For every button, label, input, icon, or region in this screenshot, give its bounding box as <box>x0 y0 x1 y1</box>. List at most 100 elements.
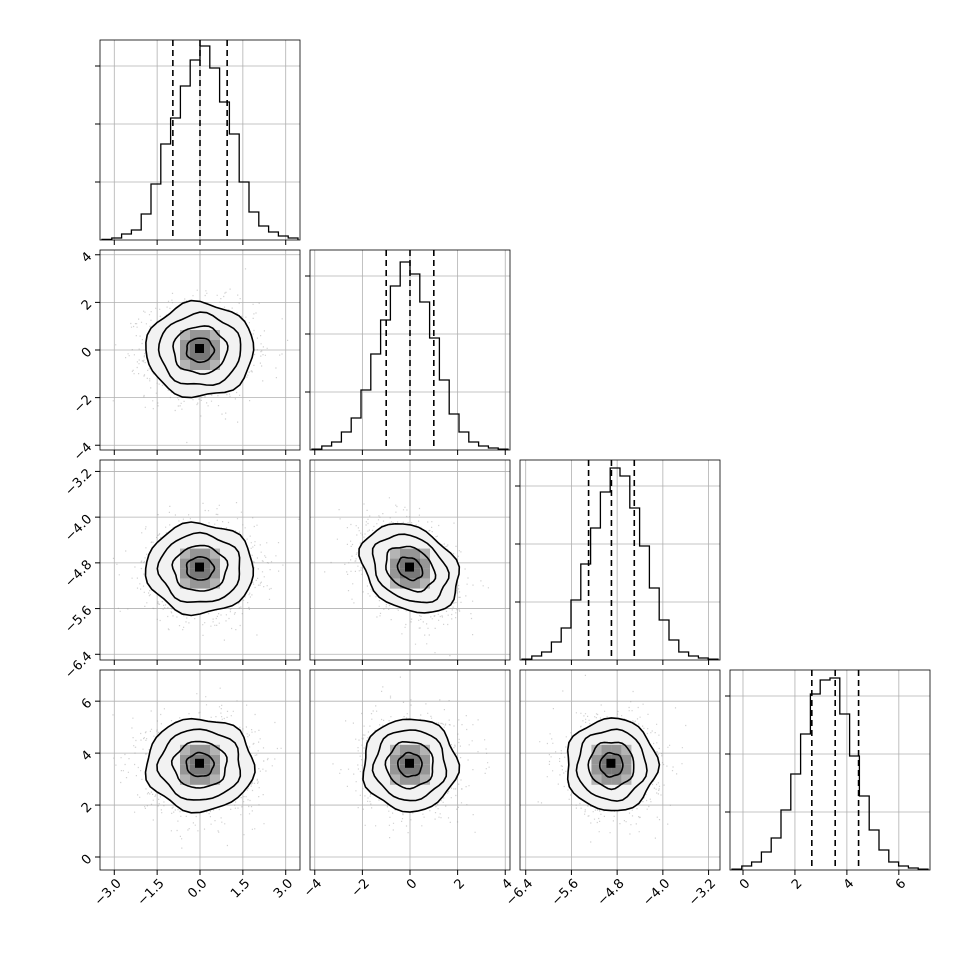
scatter-panel-3-1 <box>95 459 301 665</box>
density-cell <box>390 568 400 579</box>
contour-line <box>156 531 241 604</box>
density-cell <box>410 744 420 755</box>
density-cell <box>190 330 200 340</box>
density-cell <box>180 330 190 340</box>
hist-background <box>730 670 930 870</box>
density-peak <box>405 758 414 768</box>
hist-panel-4 <box>725 669 931 875</box>
density-cell <box>420 568 430 579</box>
density-cell <box>390 754 400 765</box>
panel-content <box>112 268 289 450</box>
y-tick-label: 0 <box>79 852 95 868</box>
contour-line <box>396 556 424 582</box>
density-cell <box>410 754 420 765</box>
density-cell <box>190 360 200 370</box>
density-cell <box>400 548 410 559</box>
scatter-points <box>112 502 300 641</box>
density-cell <box>611 754 622 765</box>
axes-frame <box>729 669 931 871</box>
density-cell <box>180 558 190 569</box>
density-cell <box>591 764 602 775</box>
density-cell <box>621 774 632 785</box>
density-cell <box>180 754 190 765</box>
scatter-panel-2-1 <box>95 249 301 455</box>
y-tick-label: 6 <box>79 696 95 712</box>
density-cell <box>200 350 210 360</box>
scatter-panel-3-2 <box>309 459 511 665</box>
density-cell <box>200 774 210 785</box>
density-cell <box>400 774 410 785</box>
contour-line <box>566 717 661 812</box>
hist-panel-1 <box>95 39 301 245</box>
density-cell <box>591 744 602 755</box>
contour-line <box>144 521 255 617</box>
x-tick-label: 1.5 <box>228 876 253 901</box>
density-cell <box>410 578 420 589</box>
x-tick-label: −3.0 <box>92 876 125 909</box>
contour-line <box>384 740 434 790</box>
density-cell <box>210 350 220 360</box>
x-tick-label: 4 <box>841 876 857 892</box>
density-cell <box>410 558 420 569</box>
density-cell <box>601 744 612 755</box>
density-cell <box>180 774 190 785</box>
x-tick-label: 2 <box>789 876 805 892</box>
contour-line <box>575 728 648 802</box>
density-cell <box>200 754 210 765</box>
y-tick-label: −6.4 <box>62 649 95 682</box>
contour-line <box>358 522 461 614</box>
x-tick-label: 3.0 <box>271 876 296 901</box>
contour-line <box>185 555 216 581</box>
density-cell <box>210 744 220 755</box>
density-cell <box>420 548 430 559</box>
density-cell <box>210 330 220 340</box>
density-cell <box>601 764 612 775</box>
density-cell <box>591 774 602 785</box>
y-tick-label: 4 <box>79 249 95 265</box>
density-cell <box>210 558 220 569</box>
axes-frame <box>519 669 721 871</box>
y-tick-label: 4 <box>79 748 95 764</box>
density-cell <box>210 578 220 589</box>
scatter-panel-4-1 <box>95 669 301 875</box>
contour-line <box>144 717 256 814</box>
density-cell <box>200 340 210 350</box>
density-cell <box>390 548 400 559</box>
density-cell <box>611 764 622 775</box>
density-cell <box>190 548 200 559</box>
density-cell <box>210 774 220 785</box>
density-cell <box>200 548 210 559</box>
panel-content <box>537 674 687 843</box>
histogram-step <box>521 467 719 660</box>
density-cell <box>190 578 200 589</box>
density-cell <box>410 764 420 775</box>
density-cell <box>621 744 632 755</box>
density-cell <box>410 774 420 785</box>
density-cell <box>611 744 622 755</box>
axes-frame <box>519 459 721 661</box>
density-peak <box>195 562 204 572</box>
density-cell <box>180 340 190 350</box>
contour-line <box>172 325 229 375</box>
scatter-panel-4-3 <box>519 669 721 875</box>
x-tick-label: −5.6 <box>549 876 582 909</box>
density-cell <box>190 350 200 360</box>
density-cell <box>420 754 430 765</box>
density-cell <box>390 558 400 569</box>
density-peak <box>195 344 204 353</box>
density-cell <box>410 548 420 559</box>
x-tick-label: −2 <box>349 876 373 900</box>
panel-content <box>112 687 282 849</box>
y-tick-label: 2 <box>79 800 95 816</box>
x-tick-label: 2 <box>452 876 468 892</box>
hist-panel-2 <box>305 249 511 455</box>
density-cell <box>621 754 632 765</box>
density-cell <box>200 764 210 775</box>
density-peak <box>195 758 204 768</box>
y-tick-label: 2 <box>79 297 95 313</box>
density-cell <box>200 558 210 569</box>
density-cell <box>400 764 410 775</box>
density-cell <box>200 568 210 579</box>
x-tick-label: −4.8 <box>595 876 628 909</box>
